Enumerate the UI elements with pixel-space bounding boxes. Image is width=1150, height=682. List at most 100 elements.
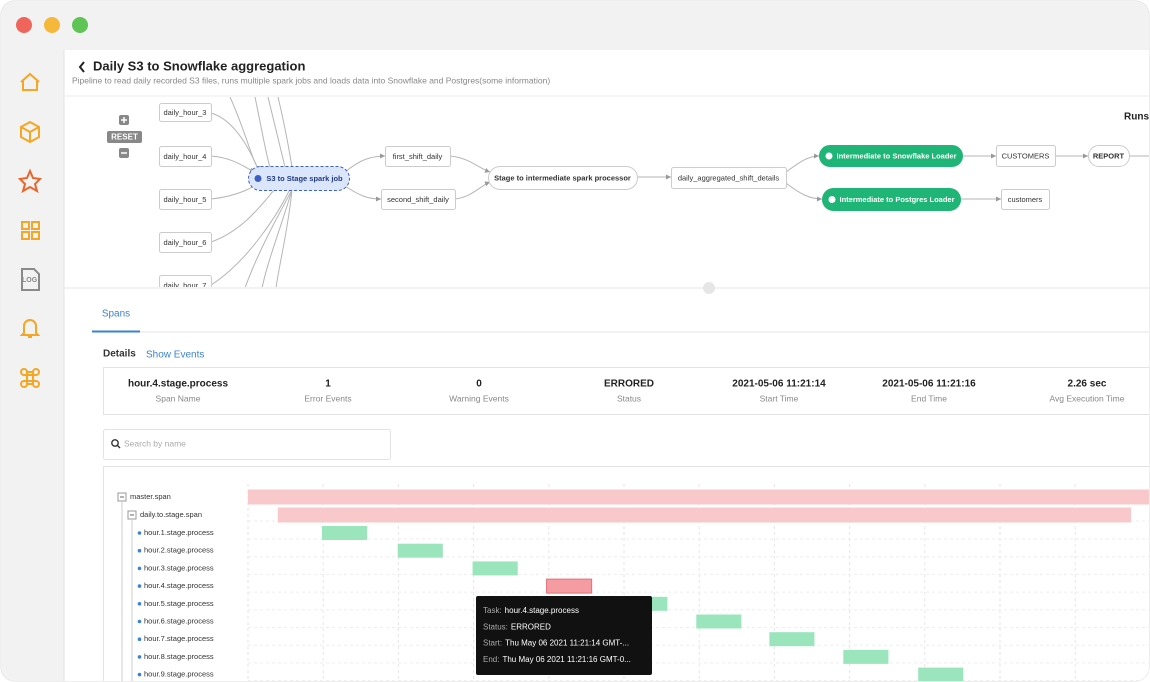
graph-node[interactable] bbox=[385, 146, 451, 167]
sidebar-icons bbox=[17, 72, 43, 388]
tooltip-key: End: bbox=[483, 655, 499, 664]
edge bbox=[210, 188, 291, 286]
graph-node[interactable] bbox=[822, 188, 961, 211]
resize-handle[interactable] bbox=[703, 282, 715, 294]
graph-node[interactable] bbox=[159, 275, 212, 296]
tree-dot bbox=[137, 584, 142, 588]
details-box bbox=[103, 367, 1150, 415]
search-icon-handle bbox=[117, 445, 121, 449]
stats: hour.4.stage.process Span Name 1 Error Even… bbox=[128, 379, 1125, 404]
graph-node[interactable] bbox=[159, 103, 212, 122]
stat-label: Span Name bbox=[156, 393, 201, 403]
edge bbox=[210, 188, 276, 243]
reset-button[interactable] bbox=[107, 131, 142, 143]
span-name[interactable]: hour.9.stage.process bbox=[144, 670, 214, 679]
graph-node-label: daily_hour_3 bbox=[164, 108, 207, 117]
stat-value: 1 bbox=[325, 379, 331, 390]
span-name[interactable]: hour.8.stage.process bbox=[144, 652, 214, 661]
back-button[interactable] bbox=[78, 61, 85, 73]
graph-node[interactable] bbox=[1088, 145, 1130, 167]
title-bar bbox=[0, 0, 1150, 50]
span-name[interactable]: master.span bbox=[130, 492, 171, 501]
bell-icon[interactable] bbox=[19, 319, 41, 338]
log-icon-text: LOG bbox=[22, 277, 38, 284]
log-icon[interactable] bbox=[21, 268, 40, 291]
node-status-icon bbox=[828, 196, 836, 203]
edge bbox=[344, 153, 386, 173]
package-icon[interactable] bbox=[20, 120, 40, 144]
show-events-link[interactable]: Show Events bbox=[146, 350, 204, 361]
graph-node[interactable] bbox=[1001, 189, 1050, 210]
tree-dot bbox=[137, 566, 142, 571]
span-bar[interactable] bbox=[248, 489, 1150, 505]
span-name[interactable]: hour.1.stage.process bbox=[144, 528, 214, 537]
graph-node-label: S3 to Stage spark job bbox=[266, 174, 343, 183]
span-name[interactable]: hour.5.stage.process bbox=[144, 599, 214, 608]
maximize-button[interactable] bbox=[72, 17, 88, 33]
stat-value: 2021-05-06 11:21:16 bbox=[882, 379, 976, 390]
edge bbox=[449, 155, 491, 173]
graph-node[interactable] bbox=[159, 146, 212, 167]
graph-node-label: Intermediate to Postgres Loader bbox=[839, 195, 954, 204]
search-icon bbox=[111, 439, 119, 447]
graph-node[interactable] bbox=[248, 166, 350, 191]
node-status-icon bbox=[254, 175, 262, 182]
span-name[interactable]: hour.2.stage.process bbox=[144, 546, 214, 555]
command-icon[interactable] bbox=[20, 368, 40, 388]
graph-node[interactable] bbox=[159, 189, 212, 210]
tree-dot bbox=[137, 548, 142, 553]
tab[interactable]: Spans bbox=[102, 309, 130, 320]
stat-label: Error Events bbox=[304, 393, 351, 403]
span-bar[interactable] bbox=[843, 649, 889, 664]
span-name[interactable]: hour.6.stage.process bbox=[144, 616, 214, 625]
span-bar[interactable] bbox=[769, 632, 815, 647]
edge bbox=[261, 189, 293, 287]
span-bar[interactable] bbox=[546, 578, 593, 594]
graph-node[interactable] bbox=[996, 145, 1056, 167]
span-name[interactable]: hour.7.stage.process bbox=[144, 634, 214, 643]
sidebar bbox=[0, 50, 64, 682]
graph-node-label: second_shift_daily bbox=[387, 195, 449, 204]
search-box[interactable] bbox=[103, 429, 391, 460]
tree-dot bbox=[137, 602, 142, 606]
home-icon[interactable] bbox=[20, 72, 40, 91]
star-icon[interactable] bbox=[17, 168, 43, 194]
span-bar[interactable] bbox=[696, 614, 742, 629]
span-name[interactable]: hour.4.stage.process bbox=[144, 581, 214, 590]
tree-dot bbox=[137, 637, 142, 641]
tooltip-value: Thu May 06 2021 11:21:16 GMT-0... bbox=[502, 655, 630, 664]
graph-node[interactable] bbox=[381, 189, 456, 210]
span-bar[interactable] bbox=[277, 507, 1132, 523]
grid-icon[interactable] bbox=[21, 221, 40, 240]
tooltip-background bbox=[476, 596, 652, 675]
tooltip-value: hour.4.stage.process bbox=[505, 606, 579, 615]
graph-node-label: CUSTOMERS bbox=[1002, 151, 1050, 160]
span-name[interactable]: daily.to.stage.span bbox=[140, 510, 202, 519]
edge bbox=[785, 182, 823, 202]
graph-node-label: Intermediate to Snowflake Loader bbox=[836, 151, 956, 160]
details-heading: Details bbox=[103, 349, 136, 360]
tooltip-key: Start: bbox=[483, 639, 502, 648]
graph-node[interactable] bbox=[819, 145, 963, 167]
graph-node-label: customers bbox=[1008, 195, 1043, 204]
edge bbox=[244, 189, 293, 287]
span-bar[interactable] bbox=[397, 543, 443, 558]
stat-label: Start Time bbox=[760, 393, 799, 403]
stat-label: Avg Execution Time bbox=[1050, 393, 1125, 403]
span-bar[interactable] bbox=[472, 561, 518, 576]
span-bar[interactable] bbox=[321, 526, 368, 540]
stat-value: 2.26 sec bbox=[1068, 379, 1107, 390]
search-placeholder: Search by name bbox=[124, 438, 186, 448]
close-button[interactable] bbox=[16, 17, 32, 33]
stat-label: Warning Events bbox=[449, 393, 509, 403]
page-subtitle: Pipeline to read daily recorded S3 files… bbox=[72, 75, 550, 85]
graph-node-label: daily_hour_6 bbox=[164, 238, 207, 247]
graph-node[interactable] bbox=[488, 166, 638, 190]
span-bar[interactable] bbox=[918, 667, 964, 682]
span-name[interactable]: hour.3.stage.process bbox=[144, 563, 214, 572]
minimize-button[interactable] bbox=[44, 17, 60, 33]
graph-node[interactable] bbox=[159, 232, 212, 253]
graph-node[interactable] bbox=[671, 167, 787, 189]
pipeline-graph: daily_hour_3daily_hour_4daily_hour_5dail… bbox=[159, 97, 1150, 296]
